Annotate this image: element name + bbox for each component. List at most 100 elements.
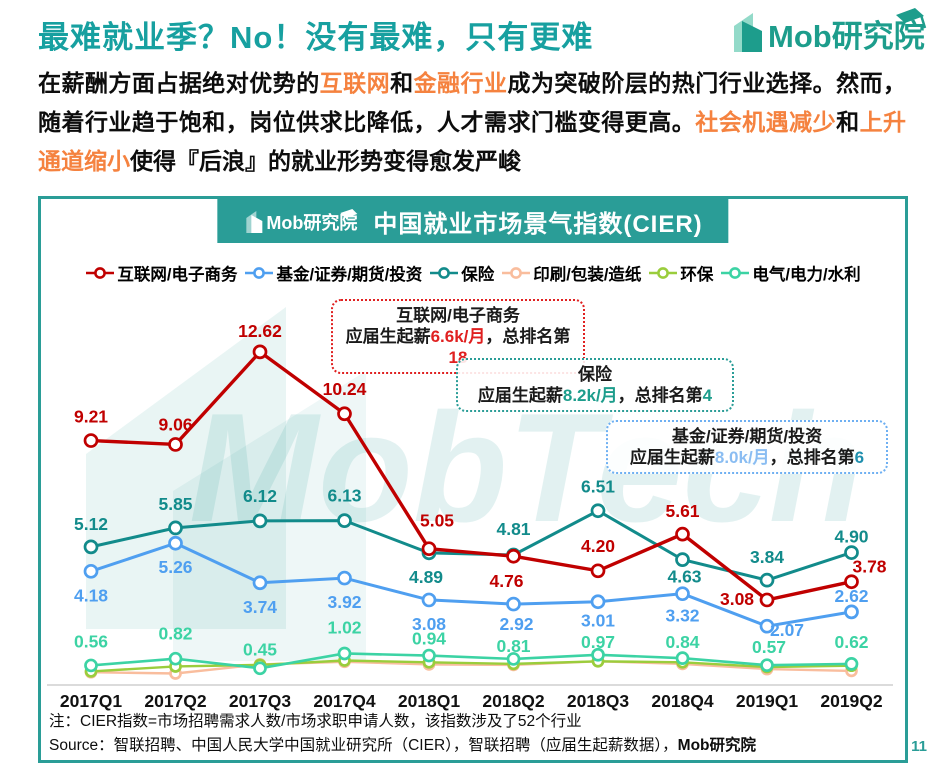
- data-point: [168, 520, 183, 536]
- mob-logo-white-icon: Mob研究院: [246, 209, 358, 233]
- legend-item: 电气/电力/水利: [720, 261, 861, 285]
- intro-segment: 成为突破阶层的热门行业选择。然而，随着行业趋于饱和，岗位供求比降低，人才需求门槛…: [38, 70, 907, 135]
- data-label: 10.24: [323, 379, 367, 399]
- data-point: [83, 563, 99, 579]
- data-label: 4.90: [834, 527, 868, 547]
- legend-label: 基金/证券/期货/投资: [276, 266, 423, 284]
- callout-insurance: 保险 应届生起薪8.2k/月，总排名第4: [456, 358, 734, 412]
- data-label: 9.21: [74, 407, 108, 427]
- data-label: 3.78: [852, 557, 886, 577]
- data-point: [506, 652, 521, 666]
- banner-logo-text: Mob研究院: [266, 212, 357, 233]
- data-point: [590, 503, 606, 519]
- chart-card: MobTech Mob研究院 中国就业市场景气指数(CIER) 互联网/电子商务…: [38, 196, 908, 763]
- intro-highlight: 互联网: [319, 70, 391, 96]
- data-point: [421, 541, 437, 557]
- data-label: 0.56: [74, 631, 108, 651]
- callout-salary: 8.0k/月: [714, 448, 770, 467]
- data-point: [675, 552, 690, 567]
- legend-marker-icon: [245, 267, 274, 279]
- page-title: 最难就业季？No！没有最难，只有更难: [38, 20, 594, 55]
- legend-marker-icon: [86, 267, 115, 279]
- data-point: [337, 646, 352, 661]
- data-label: 5.85: [158, 494, 192, 514]
- legend-item: 环保: [648, 261, 713, 285]
- data-label: 6.51: [581, 477, 615, 497]
- data-point: [844, 574, 859, 590]
- x-axis-label: 2017Q1: [60, 691, 123, 711]
- data-point: [168, 651, 183, 666]
- data-point: [168, 437, 183, 452]
- data-label: 0.45: [243, 639, 277, 659]
- data-label: 0.82: [158, 624, 192, 644]
- data-point: [759, 618, 775, 634]
- data-label: 3.08: [412, 614, 446, 634]
- data-label: 0.62: [834, 632, 868, 652]
- data-label: 1.02: [327, 617, 361, 637]
- callout-title: 基金/证券/期货/投资: [671, 427, 823, 446]
- legend-item: 印刷/包装/造纸: [501, 261, 641, 285]
- x-axis-label: 2018Q4: [651, 691, 714, 711]
- x-axis-label: 2019Q2: [820, 691, 883, 711]
- data-point: [337, 570, 352, 586]
- data-label: 4.20: [581, 536, 615, 556]
- data-point: [421, 592, 437, 608]
- data-point: [252, 575, 268, 591]
- series-line: [90, 349, 852, 602]
- mob-logo-icon: Mob研究院: [734, 8, 927, 54]
- data-label: 4.18: [74, 585, 108, 605]
- data-label: 2.07: [770, 620, 804, 640]
- intro-highlight: 上升通道缩小: [38, 109, 907, 174]
- data-label: 4.76: [489, 571, 523, 591]
- data-point: [506, 596, 521, 612]
- data-point: [252, 344, 268, 360]
- legend-marker-icon: [721, 267, 750, 279]
- data-label: 3.84: [750, 547, 784, 567]
- data-point: [337, 513, 352, 528]
- data-point: [590, 563, 606, 579]
- data-point: [84, 658, 98, 673]
- intro-text: 在薪酬方面占据绝对优势的互联网和金融行业成为突破阶层的热门行业选择。然而，随着行…: [38, 64, 906, 181]
- x-axis-label: 2018Q3: [567, 691, 630, 711]
- data-label: 4.63: [667, 567, 701, 587]
- cier-chart: 0.56 0.82 0.45 1.02 0.94 0.81 0.97 0.84 0.57 0.62…: [47, 321, 893, 711]
- data-label: 5.12: [74, 514, 108, 534]
- series-line: [90, 660, 852, 675]
- x-axis-label: 2017Q3: [229, 691, 292, 711]
- intro-segment: 使得『后浪』的就业形势变得愈发严峻: [130, 148, 521, 174]
- data-label: 6.13: [327, 486, 361, 506]
- series-line: [90, 541, 852, 628]
- legend-label: 电气/电力/水利: [752, 266, 861, 284]
- data-label: 3.74: [243, 597, 277, 617]
- callout-fund: 基金/证券/期货/投资 应届生起薪8.0k/月，总排名第6: [606, 420, 888, 474]
- data-point: [760, 658, 774, 673]
- data-point: [759, 572, 775, 588]
- x-axis-label: 2018Q1: [398, 691, 461, 711]
- series-line: [90, 659, 852, 673]
- source-brand: Mob研究院: [677, 737, 757, 754]
- data-label: 3.08: [720, 589, 754, 609]
- data-point: [675, 526, 690, 542]
- graduation-cap-icon: [896, 8, 924, 23]
- callout-salary: 6.6k/月: [430, 327, 486, 346]
- graduation-cap-icon: [340, 209, 358, 218]
- data-label: 2.62: [834, 586, 868, 606]
- mob-logo-text: Mob研究院: [768, 19, 925, 54]
- chart-notes: 注：CIER指数=市场招聘需求人数/市场求职申请人数，该指数涉及了52个行业 S…: [49, 710, 756, 758]
- series-line: [90, 652, 852, 670]
- intro-segment: 和: [390, 70, 414, 96]
- legend-marker-icon: [502, 267, 531, 279]
- callout-title: 互联网/电子商务: [396, 306, 520, 325]
- legend-item: 互联网/电子商务: [85, 261, 237, 285]
- callout-title: 保险: [578, 365, 612, 384]
- data-point: [83, 539, 99, 555]
- callout-rank: 4: [702, 386, 713, 405]
- data-point: [252, 513, 268, 529]
- data-label: 3.92: [327, 592, 361, 612]
- legend-marker-icon: [649, 267, 678, 279]
- mob-research-logo: Mob研究院: [728, 4, 933, 65]
- legend-marker-icon: [430, 267, 459, 279]
- data-label: 3.01: [581, 611, 615, 631]
- data-point: [337, 406, 352, 422]
- chart-legend: 互联网/电子商务 基金/证券/期货/投资 保险 印刷/包装/造纸 环保 电气/电力/水利: [41, 261, 905, 285]
